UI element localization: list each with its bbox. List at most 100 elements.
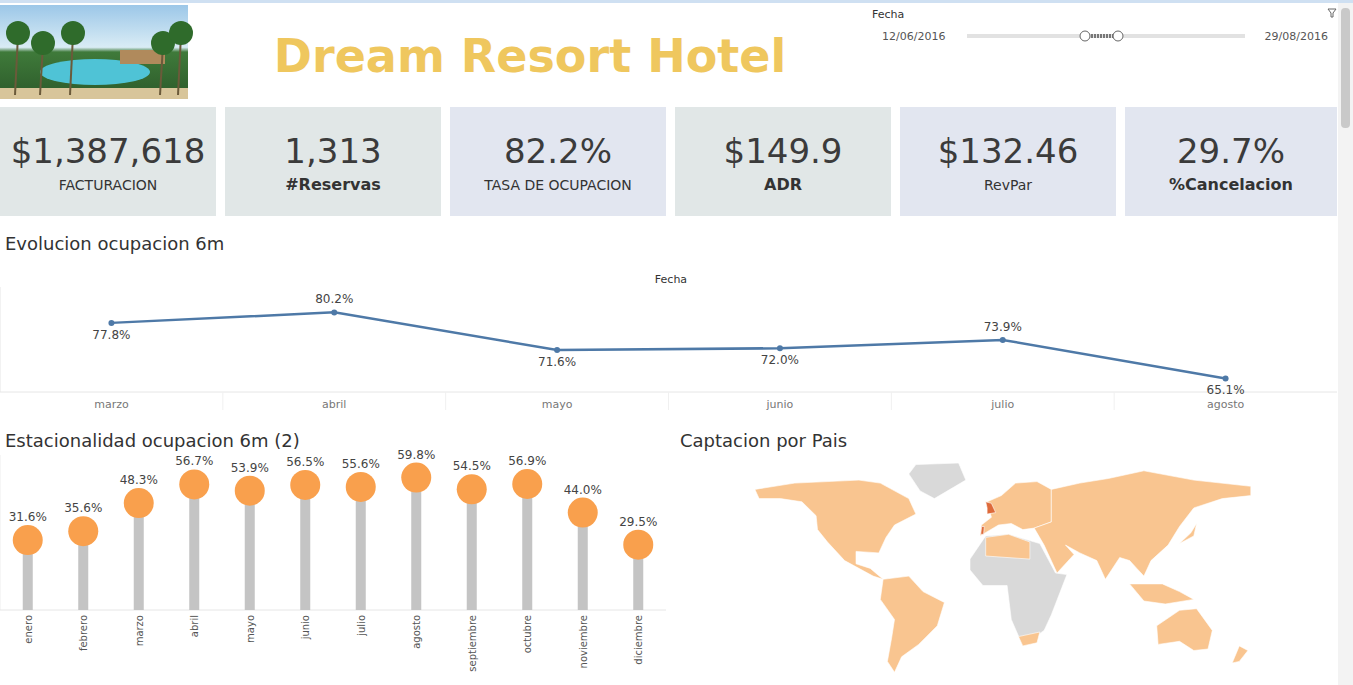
south-america <box>880 576 944 672</box>
uk <box>986 502 996 514</box>
data-label: 54.5% <box>453 459 491 473</box>
line-point <box>554 347 560 353</box>
x-tick-label: enero <box>23 615 34 644</box>
slider-handle[interactable] <box>1080 31 1090 41</box>
x-tick-label: agosto <box>411 615 422 649</box>
band-separator <box>222 392 223 410</box>
map-title: Captacion por Pais <box>680 430 847 451</box>
x-tick-label: abril <box>189 615 200 637</box>
new-zealand <box>1232 646 1248 663</box>
lollipop-head <box>623 530 653 560</box>
data-label: 77.8% <box>92 328 130 342</box>
greenland <box>909 463 966 499</box>
data-label: 56.7% <box>175 454 213 468</box>
line-point <box>1223 375 1229 381</box>
data-label: 65.1% <box>1207 383 1245 397</box>
slider-track <box>967 34 1245 38</box>
indonesia <box>1130 584 1194 604</box>
filter-start: 12/06/2016 <box>882 30 945 43</box>
x-tick-label: octubre <box>522 615 533 653</box>
line-point <box>777 345 783 351</box>
lollipop-head <box>68 516 98 546</box>
kpi-label: FACTURACION <box>59 177 158 193</box>
lollipop-head <box>235 476 265 506</box>
band-separator <box>1114 392 1115 410</box>
kpi-bg <box>225 107 441 216</box>
kpi-label: #Reservas <box>285 175 381 194</box>
kpi-value: $149.9 <box>724 131 843 171</box>
line-point <box>108 320 114 326</box>
data-label: 71.6% <box>538 355 576 369</box>
lollipop-head <box>457 474 487 504</box>
japan <box>1180 524 1197 544</box>
portugal <box>981 527 985 535</box>
axis-title: Fecha <box>655 273 687 286</box>
x-tick-label: mayo <box>542 398 573 411</box>
lollipop-head <box>179 469 209 499</box>
data-label: 31.6% <box>9 510 47 524</box>
lollipop-head <box>568 498 598 528</box>
lollipop-stick <box>356 487 366 610</box>
north-africa <box>986 534 1030 559</box>
lollipop-head <box>13 525 43 555</box>
lollipop-stick <box>134 503 144 610</box>
x-axis-line <box>0 610 666 611</box>
scroll-thumb[interactable] <box>1341 8 1350 128</box>
kpi-card: 29.7%%Cancelacion <box>1125 107 1337 216</box>
band-separator <box>668 392 669 410</box>
kpi-bg <box>450 107 666 216</box>
south-africa <box>1019 632 1040 646</box>
data-label: 80.2% <box>315 292 353 306</box>
data-label: 53.9% <box>231 461 269 475</box>
palm-leaves <box>61 21 85 45</box>
world-map <box>755 463 1251 672</box>
top-border <box>0 0 1353 3</box>
hotel-photo <box>0 5 193 99</box>
filter-label: Fecha <box>872 8 904 21</box>
kpi-card: $132.46RevPar <box>900 107 1116 216</box>
band-separator <box>891 392 892 410</box>
data-label: 73.9% <box>984 320 1022 334</box>
lollipop-plot <box>13 463 654 610</box>
data-label: 29.5% <box>619 515 657 529</box>
x-tick-label: noviembre <box>578 615 589 668</box>
photo-bg <box>0 5 188 99</box>
data-label: 72.0% <box>761 353 799 367</box>
y-axis-line <box>0 455 1 610</box>
kpi-card: 82.2%TASA DE OCUPACION <box>450 107 666 216</box>
kpi-bg <box>900 107 1116 216</box>
x-tick-label: julio <box>356 615 367 637</box>
kpi-label: ADR <box>764 175 802 194</box>
chart-title: Evolucion ocupacion 6m <box>5 233 224 254</box>
data-label: 48.3% <box>120 473 158 487</box>
x-tick-label: febrero <box>78 615 89 651</box>
x-tick-label: marzo <box>134 615 145 646</box>
filter-end: 29/08/2016 <box>1265 30 1328 43</box>
data-label: 56.5% <box>286 455 324 469</box>
lollipop-stick <box>411 478 421 610</box>
palm-leaves <box>6 21 30 45</box>
x-tick-label: diciembre <box>633 615 644 665</box>
x-tick-label: mayo <box>245 615 256 643</box>
x-tick-label: abril <box>322 398 346 411</box>
kpi-bg <box>0 107 216 216</box>
kpi-label: RevPar <box>984 177 1032 193</box>
line-plot <box>108 309 1228 381</box>
scrollbar <box>1338 3 1353 685</box>
data-label: 44.0% <box>564 483 602 497</box>
lollipop-head <box>401 463 431 493</box>
filter-icon[interactable] <box>1328 9 1336 17</box>
kpi-card: $1,387,618FACTURACION <box>0 107 216 216</box>
australia <box>1157 609 1213 651</box>
slider-handle[interactable] <box>1113 31 1123 41</box>
kpi-card: $149.9 ADR <box>675 107 891 216</box>
line-series <box>111 312 1225 378</box>
lollipop-head <box>290 470 320 500</box>
kpi-card: 1,313 #Reservas <box>225 107 441 216</box>
kpi-bg <box>675 107 891 216</box>
line-point <box>1000 337 1006 343</box>
lollipop-head <box>346 472 376 502</box>
lollipop-stick <box>300 485 310 610</box>
data-label: 35.6% <box>64 501 102 515</box>
kpi-value: 1,313 <box>284 131 381 171</box>
